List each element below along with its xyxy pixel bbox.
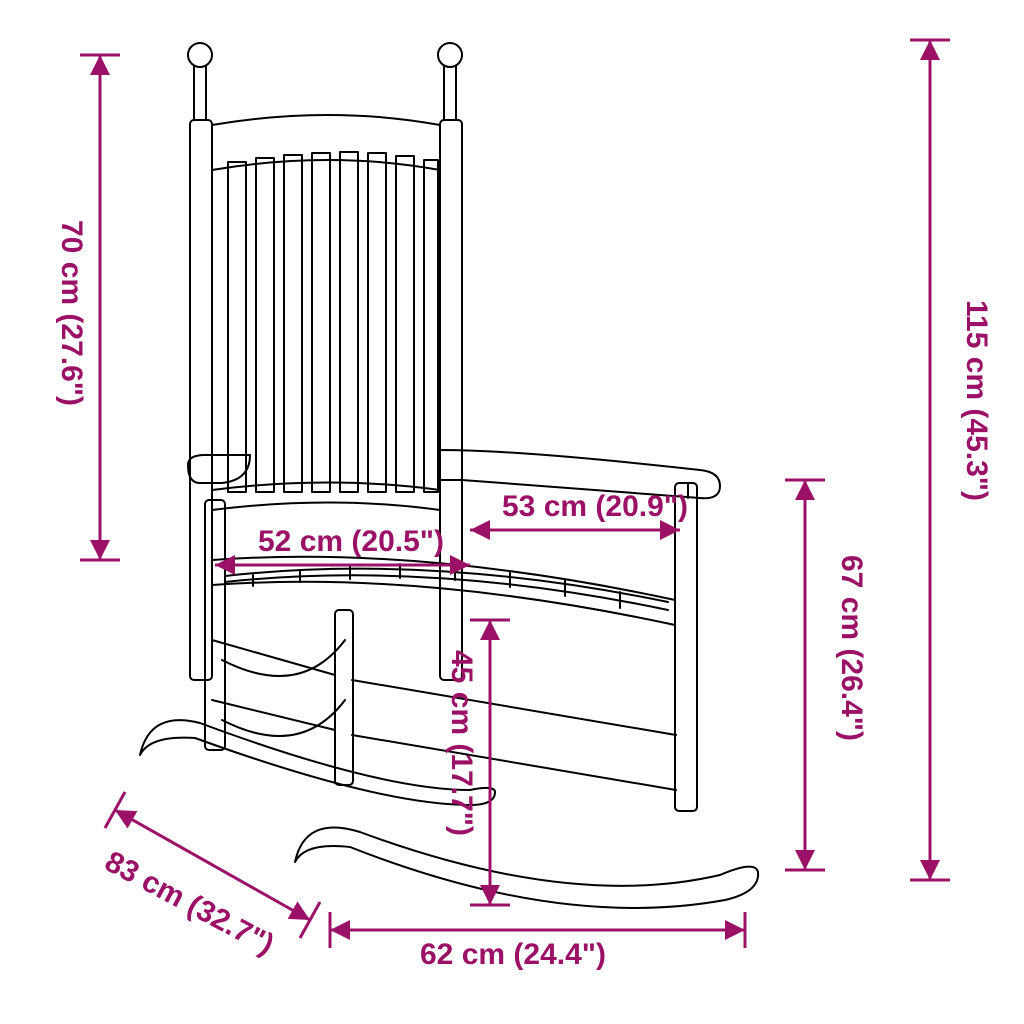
label-total-width: 62 cm (24.4") <box>420 938 606 971</box>
label-back-height: 70 cm (27.6") <box>55 220 88 406</box>
label-seat-depth: 53 cm (20.9") <box>502 490 688 523</box>
label-total-height: 115 cm (45.3") <box>960 300 993 501</box>
label-seat-height: 45 cm (17.7") <box>445 650 478 836</box>
label-seat-width: 52 cm (20.5") <box>258 525 444 558</box>
label-arm-height: 67 cm (26.4") <box>835 555 868 741</box>
